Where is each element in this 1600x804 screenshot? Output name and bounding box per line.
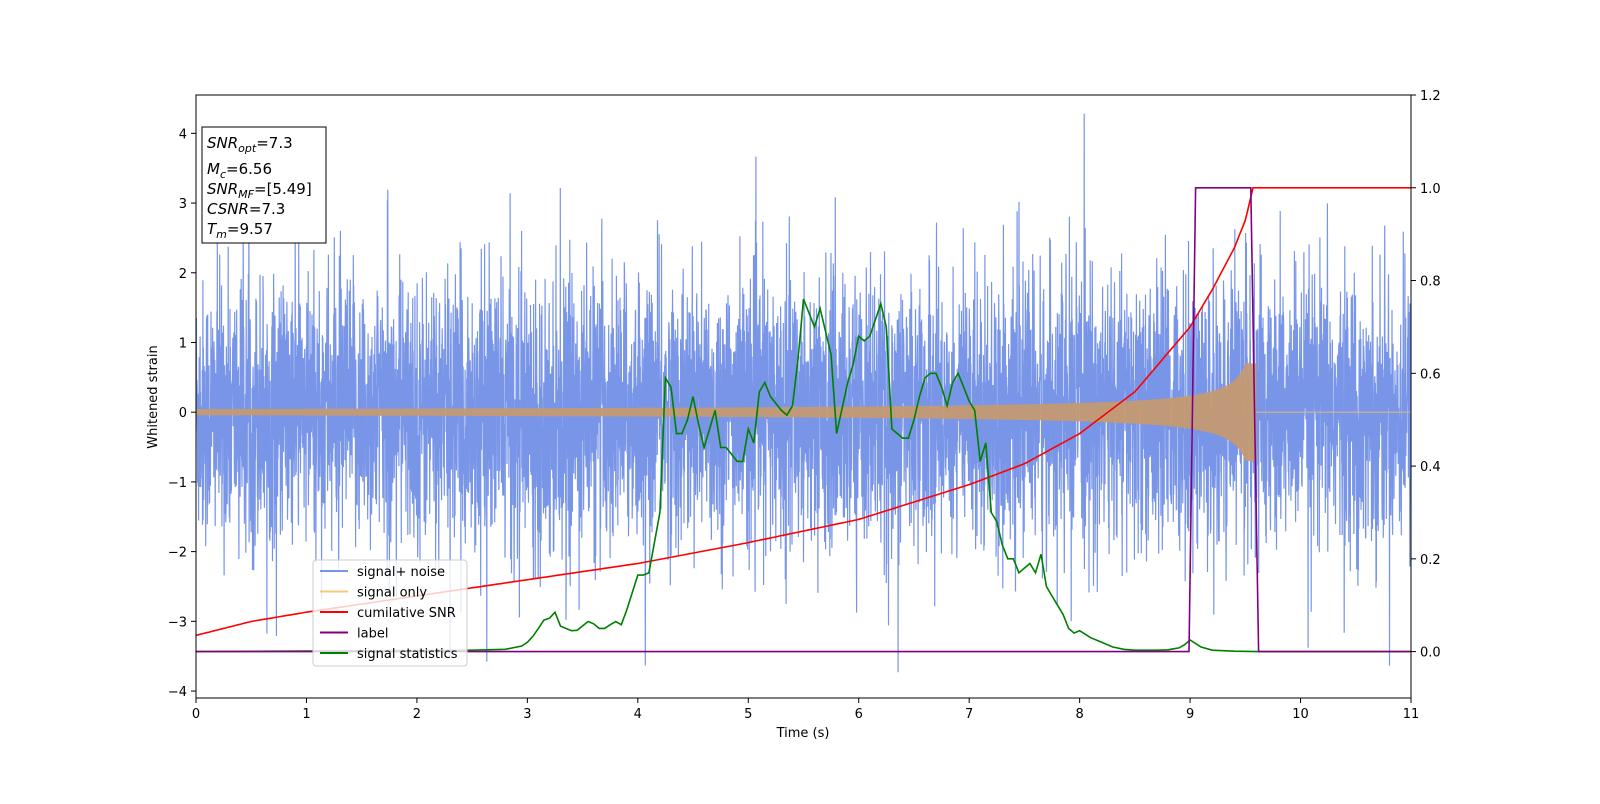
y-tick-label: −3 [168, 615, 187, 630]
annotation-snr-mf: SNRMF=[5.49] [207, 180, 312, 201]
x-tick-label: 8 [1075, 707, 1083, 722]
x-tick-label: 5 [744, 707, 752, 722]
y-tick-label: 2 [179, 267, 187, 282]
y-axis-left: −4 −3 −2 −1 0 1 2 3 4 [168, 127, 196, 700]
y-tick-label: 4 [179, 127, 187, 142]
legend-entry: signal statistics [357, 647, 458, 662]
y2-tick-label: 0.2 [1420, 553, 1441, 568]
annotation-csnr: CSNR=7.3 [207, 200, 285, 218]
y-tick-label: 1 [179, 336, 187, 351]
y2-tick-label: 0.4 [1420, 460, 1441, 475]
signal-only-envelope [196, 363, 1257, 461]
x-tick-label: 6 [855, 707, 863, 722]
x-tick-label: 7 [965, 707, 973, 722]
y-tick-label: −4 [168, 685, 187, 700]
annotation-box: SNRopt=7.3 Mc=6.56 SNRMF=[5.49] CSNR=7.3… [201, 126, 327, 244]
y2-tick-label: 0.0 [1420, 646, 1441, 661]
x-tick-label: 3 [523, 707, 531, 722]
x-tick-label: 2 [413, 707, 421, 722]
legend-frame [312, 559, 468, 667]
x-tick-label: 1 [302, 707, 310, 722]
legend: signal+ noise signal only cumilative SNR la… [312, 559, 468, 667]
legend-entry: signal+ noise [357, 565, 445, 580]
x-axis-title: Time (s) [776, 726, 830, 741]
y2-tick-label: 0.6 [1420, 367, 1441, 382]
y-tick-label: −2 [168, 546, 187, 561]
y-tick-label: 3 [179, 197, 187, 212]
x-tick-label: 0 [192, 707, 200, 722]
legend-entry: signal only [357, 586, 427, 601]
legend-entry: cumilative SNR [357, 606, 456, 621]
annotation-frame [201, 126, 327, 244]
plot-frame [195, 94, 1412, 699]
y2-tick-label: 1.0 [1420, 182, 1441, 197]
x-tick-label: 4 [634, 707, 642, 722]
annotation-snr-opt: SNRopt=7.3 [207, 134, 293, 155]
annotation-tm: Tm=9.57 [207, 220, 273, 241]
y-axis-title: Whitened strain [146, 345, 161, 448]
y-axis-right: 0.0 0.2 0.4 0.6 0.8 1.0 1.2 [1411, 89, 1441, 661]
x-tick-label: 9 [1186, 707, 1194, 722]
y2-tick-label: 0.8 [1420, 275, 1441, 290]
annotation-mc: Mc=6.56 [207, 160, 272, 181]
signal-only-series [196, 363, 1411, 461]
y2-tick-label: 1.2 [1420, 89, 1441, 104]
signal-statistics-line [196, 298, 1411, 653]
label-line [196, 187, 1411, 653]
x-axis: 0 1 2 3 4 5 6 7 8 9 10 11 [192, 698, 1419, 722]
x-tick-label: 10 [1292, 707, 1309, 722]
y-tick-label: −1 [168, 476, 187, 491]
legend-entry: label [357, 627, 388, 642]
x-tick-label: 11 [1403, 707, 1420, 722]
y-tick-label: 0 [179, 406, 187, 421]
